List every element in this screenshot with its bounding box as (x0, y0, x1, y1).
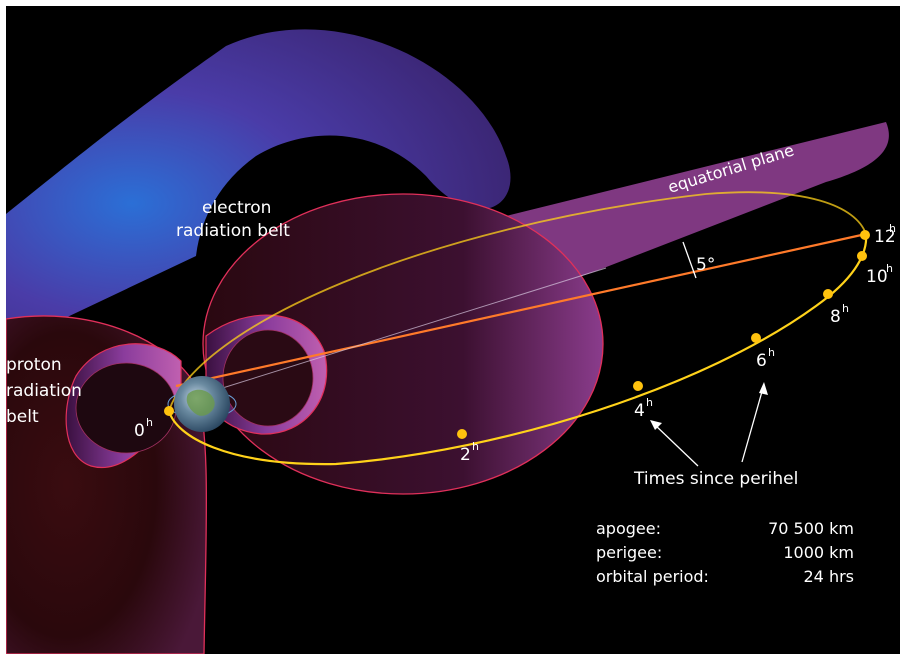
orbit-far-side (168, 191, 867, 412)
stat-apogee-value: 70 500 km (768, 519, 854, 538)
electron-belt-label-line1: electron (202, 198, 271, 218)
svg-text:2: 2 (460, 445, 471, 465)
orbit-near-side (167, 233, 868, 466)
svg-text:h: h (889, 222, 896, 235)
proton-belt-hole-right (222, 329, 314, 427)
svg-text:h: h (768, 346, 775, 359)
time-marker-6h: 6 h (751, 333, 775, 371)
equatorial-line (180, 267, 607, 402)
stat-apogee-label: apogee: (596, 519, 661, 538)
orbit-diagram: 5° equatorial plane electron radiation b… (6, 6, 900, 654)
electron-belt-label-line2: radiation belt (176, 221, 290, 241)
svg-text:h: h (886, 262, 893, 275)
arrow-to-6h (741, 387, 764, 463)
stat-perigee-value: 1000 km (783, 543, 854, 562)
proton-belt-label-line3: belt (6, 407, 39, 427)
svg-text:4: 4 (634, 401, 645, 421)
svg-text:12: 12 (874, 227, 896, 247)
svg-text:6: 6 (756, 351, 767, 371)
arrow-to-4h (653, 423, 699, 467)
svg-text:8: 8 (830, 307, 841, 327)
svg-text:h: h (146, 416, 153, 429)
apsis-line (175, 232, 867, 388)
time-marker-8h: 8 h (823, 289, 849, 327)
earth-land (186, 389, 215, 416)
equatorial-plane (506, 122, 889, 296)
time-marker-2h: 2 h (457, 429, 479, 465)
stat-period-value: 24 hrs (804, 567, 855, 586)
electron-radiation-belt (6, 29, 511, 346)
arrow-to-4h-head (650, 420, 662, 430)
svg-text:h: h (472, 440, 479, 453)
proton-belt-label-line2: radiation (6, 381, 82, 401)
time-marker-10h: 10 h (857, 251, 893, 287)
proton-belt-label-line1: proton (6, 355, 62, 375)
time-marker-12h: 12 h (860, 222, 896, 247)
svg-text:h: h (646, 396, 653, 409)
stat-period-label: orbital period: (596, 567, 709, 586)
svg-text:h: h (842, 302, 849, 315)
inclination-label: 5° (696, 255, 715, 275)
inclination-arc (682, 241, 697, 279)
times-caption: Times since perihel (633, 469, 798, 489)
time-marker-0h: 0 h (134, 406, 174, 441)
time-marker-4h: 4 h (633, 381, 653, 421)
svg-text:0: 0 (134, 421, 145, 441)
stat-perigee-label: perigee: (596, 543, 662, 562)
proton-belt-hole-left (75, 362, 177, 454)
arrow-to-6h-head (759, 382, 768, 395)
diagram-canvas: 5° equatorial plane electron radiation b… (6, 29, 896, 654)
svg-text:10: 10 (866, 267, 888, 287)
